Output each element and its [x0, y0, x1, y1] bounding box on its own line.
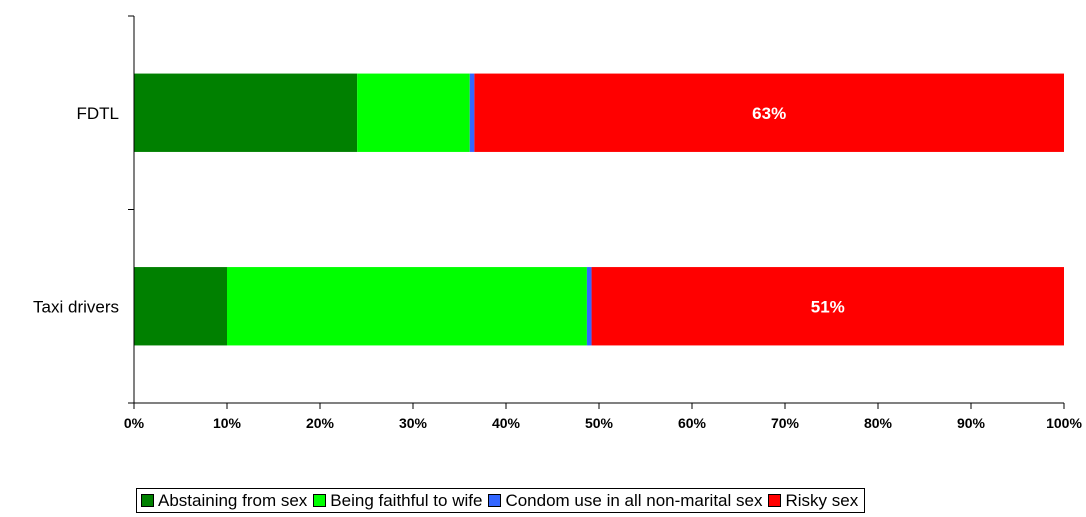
data-label: 51%: [811, 297, 845, 316]
bar-segment-fdtl-4: [474, 73, 1064, 152]
x-tick-label: 10%: [213, 415, 242, 431]
legend-label: Condom use in all non-marital sex: [505, 490, 763, 510]
legend-label: Being faithful to wife: [330, 490, 483, 510]
x-tick-label: 20%: [306, 415, 335, 431]
legend-label: Risky sex: [785, 490, 859, 510]
x-tick-label: 100%: [1046, 415, 1082, 431]
legend-swatch: [488, 494, 502, 507]
x-tick-label: 30%: [399, 415, 428, 431]
bar-segment-fdtl-1: [134, 73, 358, 152]
legend-swatch: [768, 494, 782, 507]
bar-segment-taxi-drivers-1: [134, 267, 227, 346]
bar-segment-taxi-drivers-3: [586, 267, 592, 346]
legend-item: Being faithful to wife: [313, 491, 482, 511]
bar-segment-fdtl-2: [357, 73, 470, 152]
x-tick-label: 70%: [771, 415, 800, 431]
legend-swatch: [313, 494, 327, 507]
x-tick-label: 60%: [678, 415, 707, 431]
legend-item: Condom use in all non-marital sex: [488, 491, 762, 511]
axes-group: [128, 15, 1065, 409]
legend-item: Abstaining from sex: [141, 491, 307, 511]
legend-label: Abstaining from sex: [158, 490, 308, 510]
stacked-bar-chart: FDTL Taxi drivers 63% 51% 0% 10% 20% 30% 40% 50% 6…: [33, 15, 1082, 431]
category-label: Taxi drivers: [33, 297, 119, 316]
x-tick-label: 90%: [957, 415, 986, 431]
labels-group: FDTL Taxi drivers 63% 51% 0% 10% 20% 30% 40% 50% 6…: [33, 104, 1082, 431]
x-tick-label: 40%: [492, 415, 521, 431]
data-label: 63%: [752, 104, 786, 123]
x-tick-label: 0%: [124, 415, 145, 431]
legend-swatch: [141, 494, 154, 507]
legend-item: Risky sex: [768, 491, 858, 511]
chart-legend: Abstaining from sex Being faithful to wif…: [136, 488, 866, 513]
bar-segment-taxi-drivers-2: [227, 267, 587, 346]
x-tick-label: 80%: [864, 415, 893, 431]
bars-group: [134, 73, 1064, 346]
x-tick-label: 50%: [585, 415, 614, 431]
category-label: FDTL: [77, 104, 120, 123]
bar-segment-taxi-drivers-4: [591, 267, 1064, 346]
bar-segment-fdtl-3: [469, 73, 475, 152]
